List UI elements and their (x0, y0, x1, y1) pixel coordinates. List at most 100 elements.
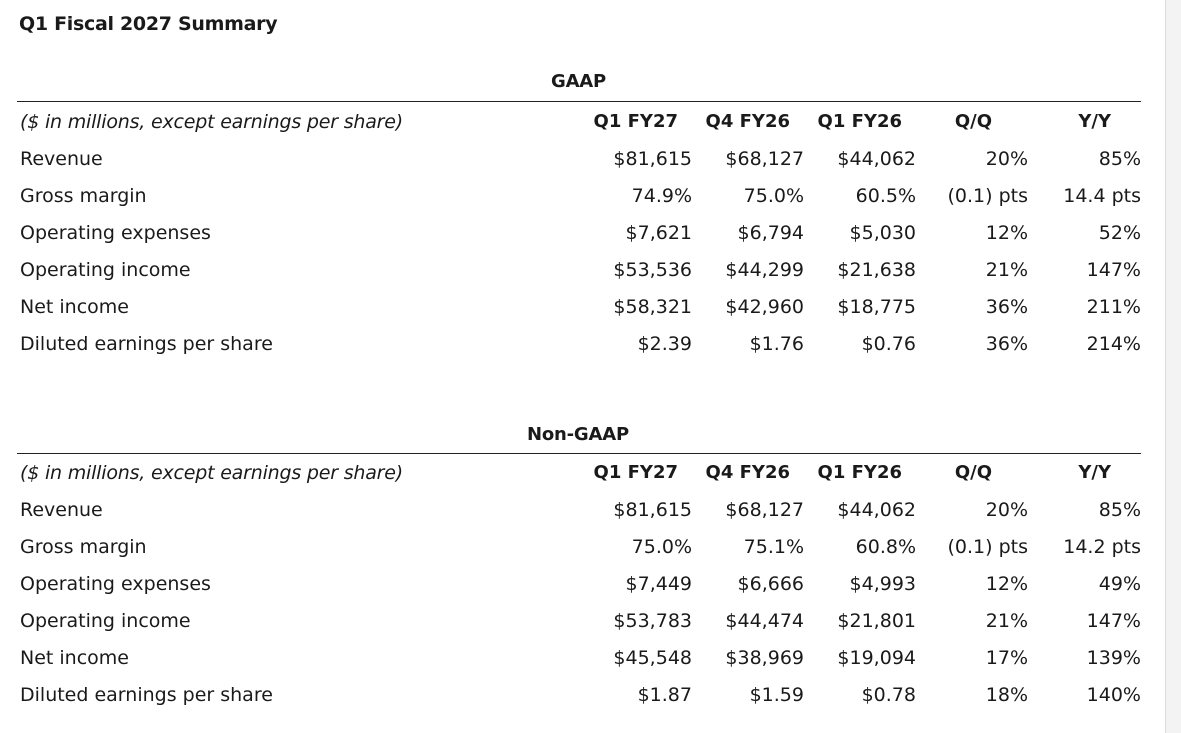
table-cell: 140% (1086, 683, 1141, 706)
table-cell: $1.87 (637, 683, 692, 706)
table-row: Revenue $81,615 $68,127 $44,062 20% 85% (17, 140, 1141, 177)
row-label: Revenue (20, 147, 103, 170)
table-cell: 147% (1086, 609, 1141, 632)
table-row: Net income $45,548 $38,969 $19,094 17% 1… (17, 639, 1141, 676)
table-cell: 36% (985, 295, 1028, 318)
table-cell: $1.76 (749, 332, 804, 355)
scrollbar[interactable] (1165, 0, 1181, 733)
column-header: Y/Y (1078, 111, 1111, 132)
table-cell: 139% (1086, 646, 1141, 669)
table-cell: 36% (985, 332, 1028, 355)
table-cell: $4,993 (849, 572, 916, 595)
column-header: Q1 FY26 (817, 462, 902, 483)
table-row: Diluted earnings per share $1.87 $1.59 $… (17, 676, 1141, 713)
table-row: Operating income $53,536 $44,299 $21,638… (17, 251, 1141, 288)
column-header: Q1 FY27 (593, 111, 678, 132)
table-cell: $6,794 (737, 221, 804, 244)
table-cell: $19,094 (837, 646, 916, 669)
table-cell: $53,783 (613, 609, 692, 632)
gaap-divider (17, 101, 1141, 102)
table-cell: $21,638 (837, 258, 916, 281)
table-cell: 75.0% (631, 535, 692, 558)
table-cell: 49% (1098, 572, 1141, 595)
row-label: Operating income (20, 609, 191, 632)
page-title: Q1 Fiscal 2027 Summary (19, 13, 278, 35)
gaap-section-title: GAAP (551, 71, 607, 92)
table-cell: $7,621 (625, 221, 692, 244)
table-cell: $6,666 (737, 572, 804, 595)
table-cell: $18,775 (837, 295, 916, 318)
table-row: Operating income $53,783 $44,474 $21,801… (17, 602, 1141, 639)
table-cell: 18% (985, 683, 1028, 706)
table-cell: 20% (985, 147, 1028, 170)
table-cell: $5,030 (849, 221, 916, 244)
table-cell: $7,449 (625, 572, 692, 595)
table-cell: $38,969 (725, 646, 804, 669)
table-cell: 85% (1098, 147, 1141, 170)
table-row: Revenue $81,615 $68,127 $44,062 20% 85% (17, 491, 1141, 528)
table-row: Gross margin 74.9% 75.0% 60.5% (0.1) pts… (17, 177, 1141, 214)
table-cell: 21% (985, 258, 1028, 281)
table-cell: $58,321 (613, 295, 692, 318)
table-row: Operating expenses $7,449 $6,666 $4,993 … (17, 565, 1141, 602)
table-cell: 14.2 pts (1063, 535, 1141, 558)
table-cell: $0.76 (861, 332, 916, 355)
column-header: Q4 FY26 (705, 111, 790, 132)
table-row: Operating expenses $7,621 $6,794 $5,030 … (17, 214, 1141, 251)
column-header: Q1 FY26 (817, 111, 902, 132)
table-cell: $21,801 (837, 609, 916, 632)
row-label: Diluted earnings per share (20, 332, 273, 355)
table-cell: 74.9% (631, 184, 692, 207)
table-cell: 75.1% (743, 535, 804, 558)
table-cell: $44,062 (837, 498, 916, 521)
table-cell: 52% (1098, 221, 1141, 244)
table-cell: 17% (985, 646, 1028, 669)
row-label: Revenue (20, 498, 103, 521)
row-label: Net income (20, 646, 129, 669)
non-gaap-divider (17, 453, 1141, 454)
table-cell: 12% (985, 221, 1028, 244)
column-header: Q4 FY26 (705, 462, 790, 483)
column-header: Y/Y (1078, 462, 1111, 483)
table-cell: $42,960 (725, 295, 804, 318)
table-cell: 12% (985, 572, 1028, 595)
table-cell: $44,062 (837, 147, 916, 170)
units-note: ($ in millions, except earnings per shar… (20, 461, 403, 484)
units-note: ($ in millions, except earnings per shar… (20, 110, 403, 133)
table-cell: $68,127 (725, 498, 804, 521)
table-cell: $1.59 (749, 683, 804, 706)
table-cell: $81,615 (613, 147, 692, 170)
table-cell: 60.8% (855, 535, 916, 558)
table-cell: 85% (1098, 498, 1141, 521)
table-cell: $0.78 (861, 683, 916, 706)
row-label: Operating expenses (20, 572, 211, 595)
table-cell: (0.1) pts (947, 184, 1029, 207)
table-cell: $44,299 (725, 258, 804, 281)
table-cell: 21% (985, 609, 1028, 632)
table-header-row: ($ in millions, except earnings per shar… (17, 103, 1141, 140)
row-label: Gross margin (20, 184, 147, 207)
non-gaap-table: ($ in millions, except earnings per shar… (17, 454, 1141, 713)
table-row: Net income $58,321 $42,960 $18,775 36% 2… (17, 288, 1141, 325)
table-cell: $53,536 (613, 258, 692, 281)
table-cell: $81,615 (613, 498, 692, 521)
column-header: Q/Q (954, 462, 992, 483)
gaap-table: ($ in millions, except earnings per shar… (17, 103, 1141, 362)
table-cell: $45,548 (613, 646, 692, 669)
row-label: Operating expenses (20, 221, 211, 244)
row-label: Gross margin (20, 535, 147, 558)
row-label: Operating income (20, 258, 191, 281)
row-label: Diluted earnings per share (20, 683, 273, 706)
table-cell: 20% (985, 498, 1028, 521)
table-cell: 60.5% (855, 184, 916, 207)
table-cell: 211% (1086, 295, 1141, 318)
non-gaap-section-title: Non-GAAP (527, 424, 629, 445)
table-cell: 14.4 pts (1063, 184, 1141, 207)
table-header-row: ($ in millions, except earnings per shar… (17, 454, 1141, 491)
table-cell: $2.39 (637, 332, 692, 355)
table-cell: (0.1) pts (947, 535, 1029, 558)
column-header: Q/Q (954, 111, 992, 132)
table-cell: $68,127 (725, 147, 804, 170)
table-row: Gross margin 75.0% 75.1% 60.8% (0.1) pts… (17, 528, 1141, 565)
table-cell: 75.0% (743, 184, 804, 207)
